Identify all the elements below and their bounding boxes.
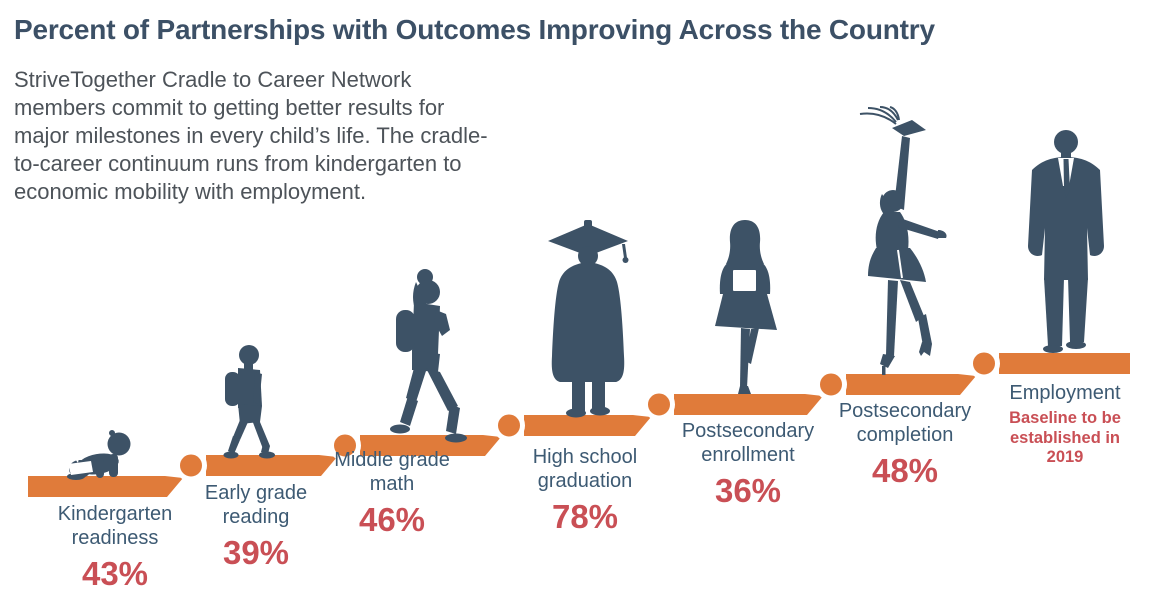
step-label: Middle grade math 46% <box>312 448 472 539</box>
step-bar <box>360 435 501 456</box>
milestone-label: Early grade reading <box>204 482 308 529</box>
step-bar <box>846 374 976 395</box>
step-label: Postsecondary enrollment 36% <box>668 419 828 510</box>
milestone-value: 36% <box>714 471 782 509</box>
milestone-label: Kindergarten readiness <box>57 503 173 550</box>
graduate-cap-gown-icon <box>540 220 636 422</box>
man-in-suit-icon <box>1022 128 1108 356</box>
milestone-label: High school graduation <box>532 446 638 493</box>
page-title: Percent of Partnerships with Outcomes Im… <box>14 14 935 45</box>
intro-paragraph: StriveTogether Cradle to Career Network … <box>14 67 488 204</box>
milestone-label: Employment <box>1009 382 1121 404</box>
milestone-value: 46% <box>358 500 426 538</box>
milestone-value: 48% <box>871 451 939 489</box>
boy-with-backpack-icon <box>208 344 280 462</box>
girl-with-backpack-icon <box>368 268 480 450</box>
step-label: High school graduation 78% <box>505 445 665 536</box>
milestone-value: 78% <box>551 497 619 535</box>
crawling-baby-icon <box>66 430 138 480</box>
step-bar <box>524 415 651 436</box>
milestone-label: Postsecondary completion <box>838 400 972 447</box>
milestone-value: 43% <box>81 554 149 592</box>
step-bar <box>206 455 337 476</box>
step-label: Postsecondary completion 48% <box>825 399 985 490</box>
step-junction-dot <box>175 449 207 482</box>
milestone-baseline-note: Baseline to be established in 2019 <box>1009 409 1121 467</box>
graduate-tossing-cap-icon <box>836 106 962 388</box>
step-junction-dot <box>493 409 525 442</box>
step-bar <box>28 476 183 497</box>
step-junction-dot <box>815 368 847 401</box>
milestone-label: Middle grade math <box>334 449 450 496</box>
milestone-value: 39% <box>222 533 290 571</box>
step-label: Employment Baseline to be established in… <box>985 381 1145 468</box>
step-junction-dot <box>643 388 675 421</box>
step-label: Early grade reading 39% <box>176 481 336 572</box>
step-bar <box>674 394 823 415</box>
milestone-label: Postsecondary enrollment <box>681 420 815 467</box>
step-label: Kindergarten readiness 43% <box>35 502 195 593</box>
step-junction-dot <box>329 429 361 462</box>
step-bar <box>999 353 1130 374</box>
step-junction-dot <box>968 347 1000 380</box>
woman-holding-laptop-icon <box>695 218 795 398</box>
